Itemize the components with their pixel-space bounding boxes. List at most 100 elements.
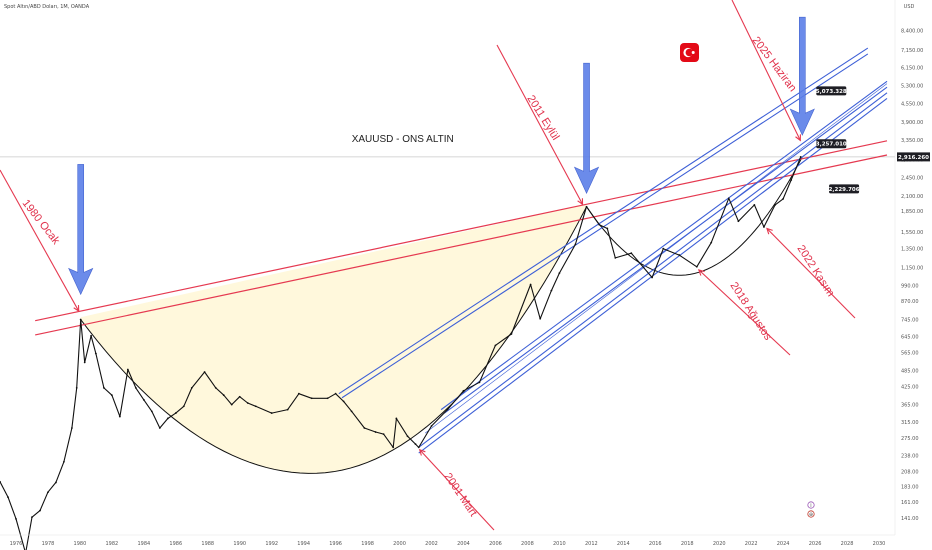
price-point [585,205,588,208]
channel-top-1 [338,47,869,395]
x-tick-label: 1976 [10,541,23,547]
channel-base-3 [424,83,888,434]
price-point [494,344,497,347]
channel-top-2 [341,53,869,399]
y-tick-label: 275.00 [901,436,919,442]
symbol-line: Spot Altın/ABD Doları, 1M, OANDA [4,4,90,10]
price-point [142,398,145,401]
annotation-2022: 2022 Kasım [794,243,836,299]
y-tick-label: 1,850.00 [901,209,923,215]
price-point [782,198,785,200]
price-point [753,203,756,206]
price-point [574,243,577,246]
price-point [382,433,385,436]
price-point [392,446,395,449]
price-point [83,361,86,364]
price-point [558,272,561,275]
price-point [15,517,17,520]
price-point [737,220,740,223]
price-point [763,226,765,228]
pointer-1980-head [73,305,80,313]
price-point [326,397,329,400]
y-tick-label: 3,350.00 [901,138,923,144]
price-point [134,386,137,389]
price-point [395,417,398,420]
price-point [539,317,542,320]
price-tag-label-3: 2,229.706 [829,187,860,193]
x-tick-label: 2016 [649,541,662,547]
x-tick-label: 1982 [106,541,119,547]
y-tick-label: 6,150.00 [901,66,923,72]
cup-shading [80,204,587,474]
y-tick-label: 5,300.00 [901,83,923,89]
price-point [727,197,730,200]
annotation-2018: 2018 Ağustos [727,280,774,343]
price-point [126,368,129,371]
price-point [7,496,9,499]
price-point [286,408,289,411]
annotation-2001: 2001 Mart [442,471,480,519]
price-point [651,276,653,279]
pointer-2001-head [418,448,426,456]
annotation-1980: 1980 Ocak [20,197,63,247]
y-tick-label: 365.00 [901,402,919,408]
info-icon[interactable] [807,501,815,509]
price-point [417,446,420,449]
y-tick-label: 1,350.00 [901,247,923,253]
x-tick-label: 1978 [42,541,55,547]
x-tick-label: 2030 [873,541,886,547]
price-point [75,386,78,389]
price-point [222,394,225,397]
price-point [254,405,257,408]
price-point [150,410,153,413]
y-tick-label: 4,550.00 [901,102,923,108]
price-tag-label-1: 5,073.328 [816,89,847,95]
cup-curve [80,206,587,474]
pointer-2011-line [496,44,584,205]
y-tick-label: 8,400.00 [901,29,923,35]
pointer-2001-line [419,449,495,531]
y-tick-label: 1,550.00 [901,230,923,236]
y-tick-label: 485.00 [901,369,919,375]
price-point [510,333,513,335]
x-tick-label: 1992 [265,541,278,547]
price-point [270,412,273,414]
price-point [550,289,553,292]
price-point [310,397,313,400]
pointer-2018-line [698,269,791,356]
x-tick-label: 2012 [585,541,598,547]
x-tick-label: 1980 [74,541,87,547]
price-point [110,394,113,397]
y-tick-label: 2,450.00 [901,175,923,181]
pointer-2022-line [766,228,856,319]
x-tick-label: 2020 [713,541,726,547]
y-tick-label: 315.00 [901,420,919,426]
price-point [214,386,217,389]
arrow-1980 [68,164,94,296]
price-point [118,415,121,418]
price-point [334,392,337,395]
flag-star [691,51,695,54]
price-point [342,400,345,403]
y-tick-label: 161.00 [901,500,919,506]
pointer-2025-head [795,134,801,142]
x-tick-label: 2004 [457,541,470,547]
price-point [446,408,449,411]
price-point [297,392,300,395]
resistance-line-upper [35,140,888,322]
price-point [790,179,793,182]
x-tick-label: 2024 [777,541,790,547]
x-tick-label: 2026 [809,541,822,547]
x-tick-label: 1988 [201,541,214,547]
current-price-badge[interactable] [897,152,930,162]
x-tick-label: 1990 [233,541,246,547]
pointer-2018-head [697,269,705,276]
event-icon[interactable] [807,510,815,518]
price-point [374,431,377,433]
price-point [190,386,193,389]
price-point [630,252,633,255]
chart-title: XAUUSD - ONS ALTIN [352,134,454,145]
x-tick-label: 2002 [425,541,438,547]
currency-label: USD [904,4,915,10]
